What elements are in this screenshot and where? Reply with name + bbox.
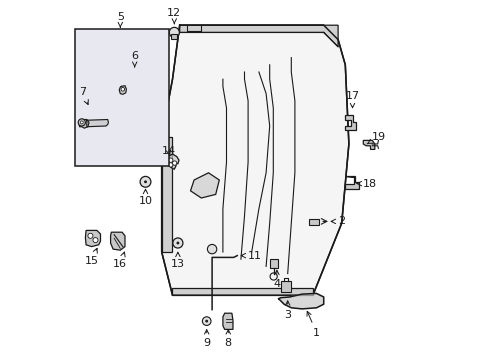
- Circle shape: [176, 242, 179, 244]
- Bar: [280, 281, 291, 292]
- Circle shape: [202, 317, 211, 325]
- Circle shape: [172, 161, 177, 165]
- Text: 10: 10: [138, 189, 152, 206]
- Text: 6: 6: [131, 51, 138, 67]
- Circle shape: [144, 180, 146, 183]
- Polygon shape: [162, 137, 172, 252]
- Polygon shape: [85, 230, 101, 247]
- Polygon shape: [345, 115, 355, 130]
- Circle shape: [205, 320, 208, 323]
- Text: 8: 8: [224, 330, 231, 348]
- Bar: [269, 259, 277, 268]
- Text: 4: 4: [273, 270, 280, 289]
- Text: 5: 5: [117, 12, 123, 27]
- Text: 1: 1: [306, 311, 319, 338]
- Circle shape: [169, 27, 179, 37]
- Circle shape: [121, 87, 124, 91]
- Text: 17: 17: [345, 91, 359, 108]
- Text: 7: 7: [79, 87, 88, 104]
- Polygon shape: [164, 154, 179, 169]
- Bar: [171, 34, 177, 39]
- Circle shape: [78, 119, 85, 126]
- Text: 3: 3: [284, 301, 291, 320]
- Text: 19: 19: [366, 132, 386, 144]
- Text: 15: 15: [84, 248, 98, 266]
- Polygon shape: [190, 173, 219, 198]
- Polygon shape: [345, 176, 358, 189]
- Circle shape: [172, 238, 183, 248]
- Text: 13: 13: [170, 252, 184, 269]
- Text: 18: 18: [356, 179, 377, 189]
- Polygon shape: [110, 232, 125, 250]
- Bar: [309, 219, 319, 225]
- Polygon shape: [223, 313, 232, 329]
- Polygon shape: [363, 140, 374, 149]
- Circle shape: [88, 233, 93, 238]
- Text: 16: 16: [113, 252, 127, 269]
- Polygon shape: [87, 120, 108, 127]
- Polygon shape: [278, 293, 323, 309]
- Polygon shape: [119, 86, 126, 94]
- Circle shape: [207, 244, 216, 254]
- Text: 12: 12: [167, 8, 181, 24]
- Polygon shape: [179, 25, 337, 47]
- Text: 14: 14: [162, 146, 176, 156]
- Circle shape: [168, 163, 172, 167]
- Polygon shape: [79, 120, 89, 128]
- Circle shape: [93, 238, 98, 243]
- Text: 9: 9: [203, 330, 210, 348]
- Polygon shape: [172, 288, 312, 295]
- Text: 11: 11: [241, 251, 262, 261]
- Circle shape: [80, 121, 83, 124]
- Circle shape: [140, 176, 151, 187]
- Circle shape: [168, 158, 172, 162]
- Bar: [75, 29, 168, 166]
- Polygon shape: [162, 25, 348, 295]
- Text: 2: 2: [330, 216, 345, 226]
